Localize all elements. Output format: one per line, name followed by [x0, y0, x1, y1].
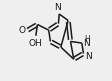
- Text: N: N: [85, 52, 91, 61]
- Text: N: N: [54, 3, 61, 12]
- Text: H: H: [85, 35, 90, 44]
- Text: O: O: [19, 26, 26, 35]
- Text: OH: OH: [29, 39, 43, 48]
- Text: N: N: [83, 39, 90, 48]
